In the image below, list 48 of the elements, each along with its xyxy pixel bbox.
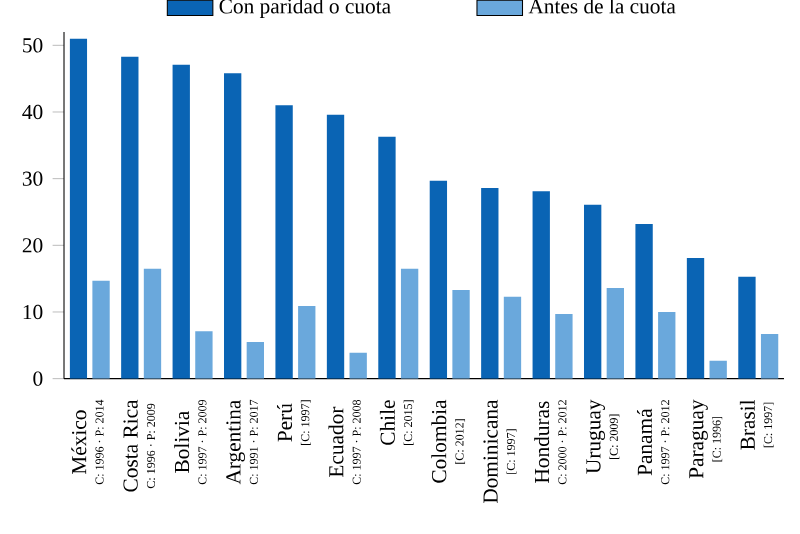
bar: [686, 258, 705, 379]
bar: [452, 290, 470, 379]
y-tick-label: 30: [22, 171, 43, 187]
bar: [503, 297, 522, 379]
x-tick-label: Uruguay: [586, 399, 605, 474]
bar: [532, 191, 550, 379]
x-tick-label: Panamá: [636, 409, 653, 476]
bar: [92, 281, 110, 379]
bar: [584, 205, 602, 379]
x-tick-label: Chile: [379, 400, 395, 446]
bar: [143, 269, 162, 379]
bar: [172, 65, 190, 379]
bar: [606, 288, 624, 379]
bar: [195, 331, 213, 379]
bar: [635, 224, 653, 379]
bar: [429, 180, 448, 379]
y-tick-label: 40: [22, 105, 43, 120]
y-tick-label: 50: [23, 38, 43, 53]
x-tick-label: Costa Rica: [123, 400, 138, 492]
bar: [658, 312, 676, 379]
bar: [738, 277, 756, 379]
y-tick-label: 10: [23, 305, 43, 320]
x-tick-label: Ecuador: [328, 407, 344, 478]
x-tick-label: Honduras: [534, 401, 550, 484]
y-tick-label: 20: [22, 238, 43, 253]
bar: [709, 360, 727, 379]
bar: [224, 73, 242, 379]
bar: [760, 334, 779, 379]
bar: [69, 39, 88, 379]
bar: [555, 314, 573, 379]
y-tick-label: 0: [33, 371, 43, 387]
bar: [349, 353, 367, 379]
x-tick-label: Paraguay: [689, 399, 708, 479]
bar: [326, 115, 345, 379]
x-tick-label: México: [71, 410, 87, 475]
x-tick-label: Argentina: [226, 400, 245, 485]
x-tick-label: Dominicana: [483, 400, 498, 504]
bar: [246, 342, 264, 379]
bar: [378, 137, 396, 379]
bar: [298, 306, 316, 379]
bar: [121, 57, 139, 379]
bar: [400, 269, 419, 379]
x-tick-label: Perú: [276, 403, 293, 442]
x-tick-label: Colombia: [431, 400, 447, 484]
x-tick-label: Brasil: [739, 400, 755, 451]
x-tick-label: Bolivia: [174, 411, 190, 474]
bar: [481, 188, 499, 379]
bar: [275, 105, 293, 379]
